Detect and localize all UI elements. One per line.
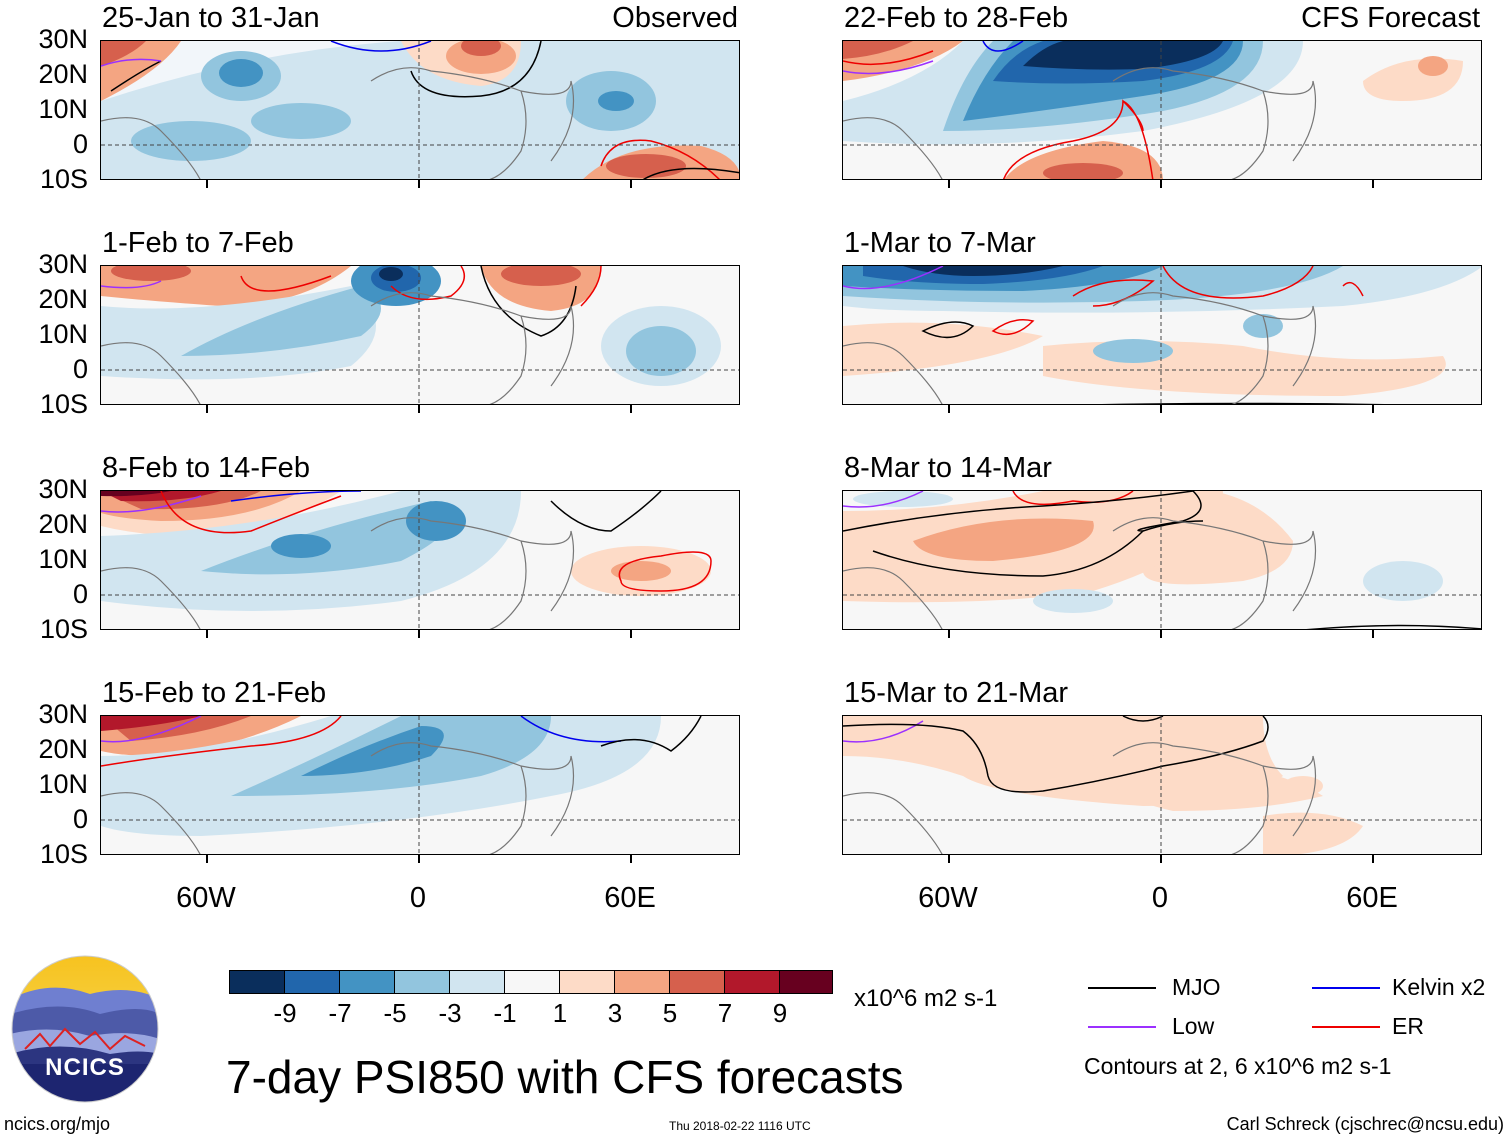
legend-kelvin-line <box>1312 987 1380 989</box>
colorbar-label: 7 <box>717 998 733 1028</box>
colorbar-label: 5 <box>662 998 678 1028</box>
lon-label: 60E <box>604 882 656 914</box>
lon-label: 0 <box>1151 882 1169 914</box>
panel-title: 25-Jan to 31-Jan <box>102 2 320 34</box>
colorbar-swatch <box>779 970 833 994</box>
legend-kelvin-label: Kelvin x2 <box>1392 974 1486 1000</box>
colorbar-label: -3 <box>438 998 462 1028</box>
figure-title: 7-day PSI850 with CFS forecasts <box>226 1051 904 1103</box>
source-url[interactable]: ncics.org/mjo <box>4 1114 111 1134</box>
panel-title: 15-Feb to 21-Feb <box>102 677 327 709</box>
lat-label: 30N <box>38 474 88 504</box>
panel-obs-2: 1-Feb to 7-Feb 30N 20N 10N 0 <box>38 227 740 418</box>
panel-title: 1-Mar to 7-Mar <box>844 227 1036 259</box>
legend-er-line <box>1312 1026 1380 1028</box>
legend-low-label: Low <box>1172 1013 1215 1039</box>
anomaly-map <box>842 265 1482 405</box>
lat-label: 0 <box>72 804 88 834</box>
panel-title: 22-Feb to 28-Feb <box>844 2 1069 34</box>
credit: Carl Schreck (cjschrec@ncsu.edu) <box>1226 1114 1504 1134</box>
panel-title: 8-Feb to 14-Feb <box>102 452 310 484</box>
anomaly-map <box>100 490 740 630</box>
anomaly-map <box>842 40 1482 180</box>
panel-title: 1-Feb to 7-Feb <box>102 227 294 259</box>
colorbar-label: -7 <box>328 998 352 1028</box>
lat-label: 10N <box>38 544 88 574</box>
lat-label: 10N <box>38 319 88 349</box>
anomaly-map <box>100 265 740 405</box>
colorbar-label: -5 <box>383 998 407 1028</box>
colorbar-swatch <box>504 970 560 994</box>
colorbar-label: 1 <box>552 998 568 1028</box>
colorbar-swatch <box>614 970 670 994</box>
panel-tag: CFS Forecast <box>1301 2 1480 34</box>
logo-text: NCICS <box>45 1054 125 1081</box>
lat-label: 20N <box>38 284 88 314</box>
lat-label: 20N <box>38 509 88 539</box>
colorbar-swatch <box>284 970 340 994</box>
lon-label: 60E <box>1346 882 1398 914</box>
legend-mjo-line <box>1088 987 1156 989</box>
lat-label: 10S <box>39 614 88 644</box>
colorbar-swatch <box>559 970 615 994</box>
timestamp: Thu 2018-02-22 1116 UTC <box>669 1119 811 1133</box>
colorbar-swatch <box>339 970 395 994</box>
panel-title: 15-Mar to 21-Mar <box>844 677 1069 709</box>
legend-low-line <box>1088 1026 1156 1028</box>
panel-fcst-2: 1-Mar to 7-Mar <box>842 227 1482 413</box>
panel-obs-4: 15-Feb to 21-Feb 30N 20N 10N 0 10S <box>38 677 740 868</box>
colorbar-label: 3 <box>607 998 623 1028</box>
colorbar-swatch <box>229 970 285 994</box>
ncics-logo: NCICS <box>10 954 160 1104</box>
lat-label: 20N <box>38 59 88 89</box>
colorbar-swatch <box>394 970 450 994</box>
lat-label: 0 <box>72 579 88 609</box>
colorbar-label: 9 <box>772 998 788 1028</box>
colorbar-label: -9 <box>273 998 297 1028</box>
lat-label: 10N <box>38 94 88 124</box>
lat-label: 30N <box>38 24 88 54</box>
colorbar-units: x10^6 m2 s-1 <box>854 985 998 1012</box>
panel-fcst-1: 22-Feb to 28-Feb CFS Forecast <box>842 2 1482 188</box>
panel-tag: Observed <box>612 2 738 34</box>
legend-contour-note: Contours at 2, 6 x10^6 m2 s-1 <box>1084 1053 1392 1079</box>
lon-label: 60W <box>176 882 236 914</box>
colorbar-swatch <box>449 970 505 994</box>
lat-label: 30N <box>38 699 88 729</box>
colorbar-swatch <box>724 970 780 994</box>
lat-label: 0 <box>72 354 88 384</box>
lat-label: 20N <box>38 734 88 764</box>
anomaly-map <box>100 715 740 855</box>
panel-obs-3: 8-Feb to 14-Feb 30N 20N 10N 0 <box>38 452 740 643</box>
lat-label: 10S <box>39 164 88 194</box>
anomaly-map <box>100 40 740 180</box>
lon-label: 60W <box>918 882 978 914</box>
lat-label: 10S <box>39 839 88 869</box>
colorbar-label: -1 <box>493 998 517 1028</box>
lat-label: 0 <box>72 129 88 159</box>
panel-obs-1: 25-Jan to 31-Jan Observed <box>38 2 740 193</box>
lat-label: 10N <box>38 769 88 799</box>
lat-label: 10S <box>39 389 88 419</box>
anomaly-map <box>842 490 1482 630</box>
colorbar-swatch <box>669 970 725 994</box>
anomaly-map <box>842 715 1482 855</box>
panel-title: 8-Mar to 14-Mar <box>844 452 1052 484</box>
legend-er-label: ER <box>1392 1013 1424 1039</box>
panel-fcst-3: 8-Mar to 14-Mar <box>842 452 1482 638</box>
lat-label: 30N <box>38 249 88 279</box>
panel-fcst-4: 15-Mar to 21-Mar <box>842 677 1482 863</box>
legend-mjo-label: MJO <box>1172 974 1221 1000</box>
lon-label: 0 <box>409 882 427 914</box>
